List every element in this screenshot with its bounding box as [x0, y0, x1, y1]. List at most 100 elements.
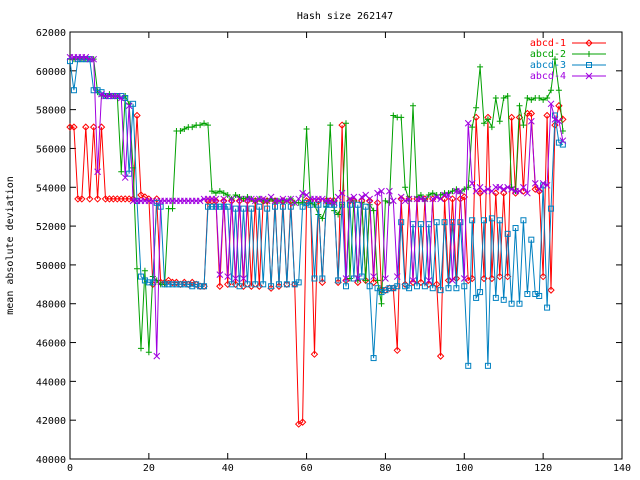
data-point-abcd-1 [314, 197, 323, 205]
data-point-abcd-2 [137, 345, 144, 352]
data-point-abcd-2 [212, 190, 219, 197]
data-point-abcd-3 [228, 281, 235, 288]
data-point-abcd-2 [504, 93, 511, 100]
y-tick-label: 60000 [36, 67, 66, 78]
data-point-abcd-4 [224, 273, 232, 280]
data-point-abcd-3 [453, 285, 460, 292]
data-point-abcd-3 [528, 236, 535, 243]
data-point-abcd-3 [189, 283, 196, 290]
data-point-abcd-3 [201, 283, 208, 290]
data-point-abcd-4 [275, 197, 283, 205]
data-point-abcd-1 [145, 195, 153, 203]
data-point-abcd-4 [401, 197, 409, 205]
data-point-abcd-3 [224, 203, 231, 210]
y-tick-label: 42000 [36, 416, 66, 427]
data-point-abcd-1 [476, 189, 484, 197]
data-point-abcd-4 [433, 193, 441, 201]
data-point-abcd-1 [224, 280, 232, 289]
axis-ticks: 40000 42000 44000 46000 48000 50000 52000 54000… [36, 28, 631, 474]
data-point-abcd-4 [484, 185, 492, 193]
legend-label: abcd-4 [530, 71, 566, 82]
data-point-abcd-1 [507, 113, 516, 122]
data-point-abcd-2 [536, 94, 543, 101]
data-point-abcd-4 [90, 55, 98, 63]
data-point-abcd-1 [239, 282, 248, 290]
data-point-abcd-1 [78, 195, 86, 203]
data-point-abcd-3 [275, 281, 282, 288]
data-point-abcd-4 [551, 115, 559, 123]
data-point-abcd-1 [216, 282, 224, 290]
data-point-abcd-2 [469, 124, 476, 131]
data-point-abcd-2 [362, 277, 369, 284]
y-tick-label: 62000 [36, 28, 66, 39]
data-point-abcd-1 [409, 278, 417, 287]
data-point-abcd-1 [133, 111, 141, 120]
data-point-abcd-3 [307, 201, 314, 208]
data-point-abcd-3 [378, 289, 385, 296]
data-point-abcd-2 [484, 116, 491, 123]
data-point-abcd-4 [524, 189, 531, 197]
data-point-abcd-3 [465, 362, 472, 369]
x-tick-label: 100 [455, 463, 473, 474]
data-point-abcd-3 [141, 277, 148, 284]
data-point-abcd-3 [386, 285, 393, 292]
data-point-abcd-3 [532, 291, 539, 298]
data-point-abcd-2 [189, 124, 196, 131]
data-point-abcd-1 [547, 286, 555, 294]
y-tick-label: 52000 [36, 222, 66, 233]
data-point-abcd-4 [409, 277, 417, 284]
data-point-abcd-4 [153, 352, 161, 360]
data-point-abcd-4 [338, 189, 346, 197]
data-point-abcd-3 [433, 219, 440, 226]
data-point-abcd-3 [283, 281, 290, 288]
data-point-abcd-3 [484, 362, 491, 369]
data-point-abcd-4 [468, 180, 476, 187]
legend-marker-abcd-4 [585, 72, 593, 80]
data-point-abcd-2 [216, 188, 223, 195]
data-point-abcd-2 [540, 96, 547, 103]
series-line-abcd-3 [69, 58, 564, 366]
data-point-abcd-1 [432, 280, 441, 289]
data-point-abcd-1 [82, 123, 90, 131]
data-point-abcd-4 [196, 197, 204, 205]
data-point-abcd-1 [369, 278, 378, 287]
data-point-abcd-2 [303, 126, 310, 133]
legend-label: abcd-2 [530, 49, 566, 60]
data-point-abcd-4 [342, 275, 350, 282]
data-point-abcd-1 [436, 352, 445, 360]
data-point-abcd-2 [169, 205, 176, 212]
data-point-abcd-4 [330, 199, 338, 207]
data-point-abcd-1 [551, 121, 559, 129]
data-point-abcd-3 [406, 285, 413, 292]
data-point-abcd-4 [318, 195, 326, 203]
data-point-abcd-3 [169, 281, 176, 288]
data-point-abcd-4 [531, 180, 539, 187]
data-point-abcd-2 [398, 114, 405, 121]
data-point-abcd-3 [512, 225, 519, 232]
data-point-abcd-2 [220, 190, 227, 197]
data-point-abcd-2 [382, 197, 389, 204]
y-tick-label: 54000 [36, 183, 66, 194]
data-point-abcd-3 [315, 201, 322, 208]
data-point-abcd-2 [343, 120, 349, 127]
data-point-abcd-1 [310, 350, 319, 358]
data-point-abcd-3 [291, 281, 298, 288]
data-point-abcd-2 [492, 94, 499, 101]
data-point-abcd-1 [448, 195, 457, 203]
data-point-abcd-3 [473, 294, 480, 301]
data-point-abcd-4 [378, 187, 385, 195]
data-point-abcd-4 [283, 197, 291, 205]
data-point-abcd-4 [555, 117, 563, 125]
data-point-abcd-3 [295, 279, 302, 286]
y-tick-label: 50000 [36, 261, 66, 272]
data-point-abcd-4 [539, 180, 547, 187]
data-point-abcd-3 [508, 300, 515, 307]
data-point-abcd-3 [311, 275, 318, 282]
data-point-abcd-2 [477, 63, 484, 70]
data-point-abcd-3 [469, 217, 476, 224]
data-point-abcd-3 [90, 87, 97, 94]
chart-title: Hash size 262147 [297, 11, 393, 22]
data-point-abcd-4 [508, 185, 515, 193]
legend-marker-abcd-3 [586, 62, 592, 68]
data-point-abcd-3 [398, 219, 405, 226]
